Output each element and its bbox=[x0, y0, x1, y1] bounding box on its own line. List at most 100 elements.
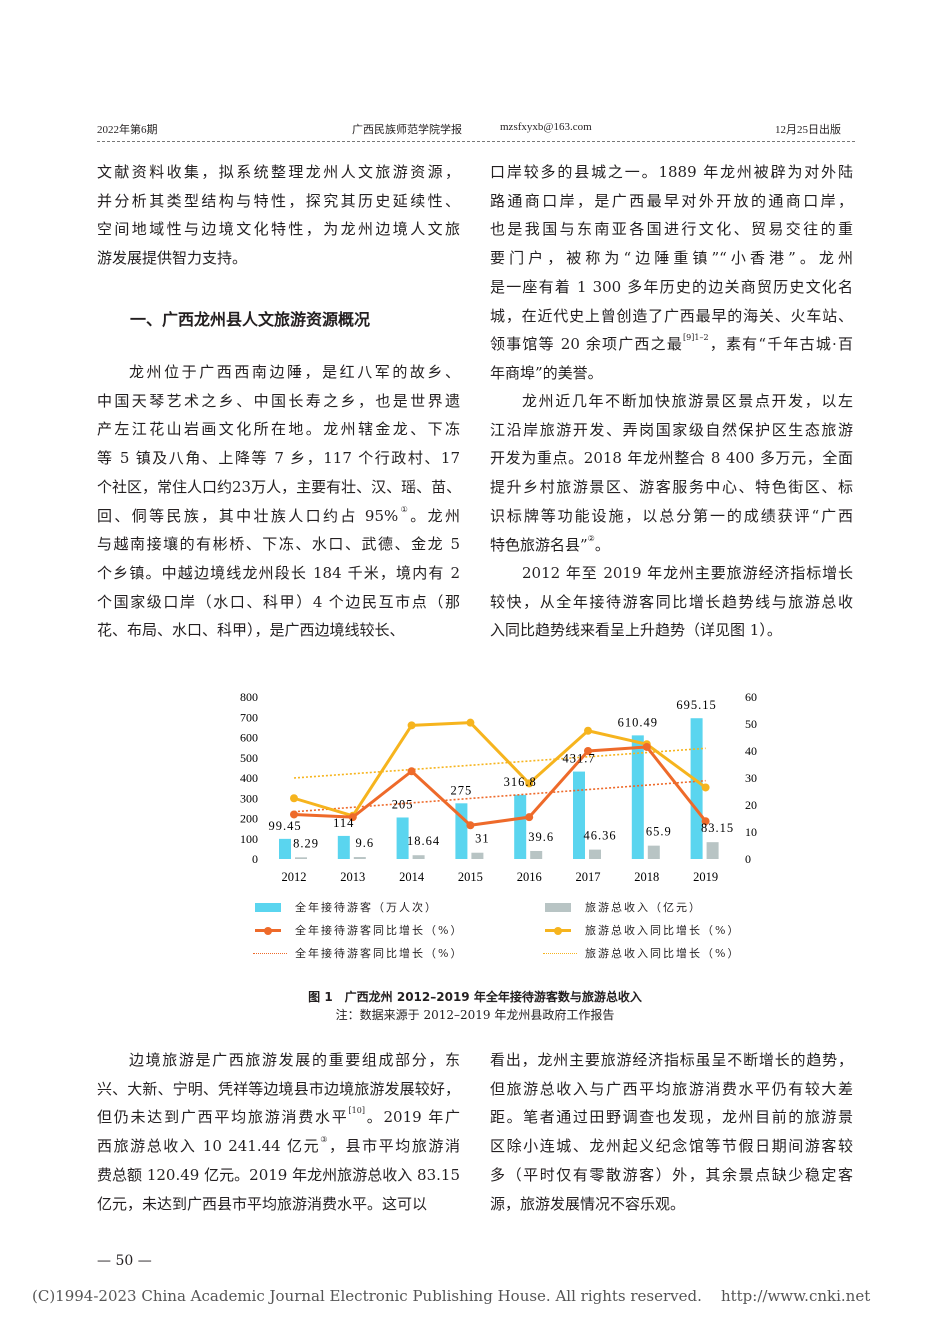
y-right-tick: 0 bbox=[745, 852, 751, 866]
para-development-line: 开发为重点。2018 年龙州整合 8 400 多万元，全面 bbox=[490, 449, 853, 468]
visitor-data-label: 695.15 bbox=[676, 698, 716, 712]
visitor-growth-point bbox=[525, 813, 534, 822]
legend-label: 旅游总收入同比增长（%） bbox=[585, 947, 741, 960]
para-location-line: 产左江花山岩画文化所在地。龙州辖金龙、下冻 bbox=[97, 420, 460, 439]
y-right-tick: 20 bbox=[745, 798, 757, 812]
visitor-data-label: 275 bbox=[451, 783, 473, 797]
copyright-notice: (C)1994-2023 China Academic Journal Elec… bbox=[32, 1287, 871, 1305]
visitor-growth-point bbox=[407, 767, 416, 776]
y-left-tick: 400 bbox=[240, 771, 258, 785]
income-growth-point bbox=[407, 721, 416, 730]
para-conclusion-line: 源，旅游发展情况不容乐观。 bbox=[490, 1194, 686, 1213]
income-growth-trendline bbox=[293, 747, 706, 779]
income-growth-point bbox=[466, 718, 475, 727]
income-data-label: 18.64 bbox=[407, 834, 440, 848]
para-intro-line: 游发展提供智力支持。 bbox=[97, 249, 248, 268]
income-growth-point bbox=[584, 726, 592, 735]
legend-label: 全年接待游客同比增长（%） bbox=[295, 924, 464, 937]
income-data-label: 65.9 bbox=[646, 825, 672, 839]
para-development-line: 提升乡村旅游景区、游客服务中心、特色街区、标 bbox=[490, 478, 853, 497]
legend-swatch-icon bbox=[255, 903, 281, 912]
y-left-tick: 600 bbox=[240, 731, 258, 745]
para-port-line: 是一座有着 1 300 多年历史的边关商贸历史文化名 bbox=[490, 277, 853, 296]
visitor-growth-point bbox=[348, 813, 357, 822]
footnote-ref: ② bbox=[587, 533, 595, 543]
para-port-line: 路通商口岸，是广西最早对外开放的通商口岸， bbox=[490, 191, 853, 210]
income-bar bbox=[647, 845, 660, 859]
legend-swatch-icon bbox=[543, 953, 577, 954]
visitor-bar bbox=[514, 794, 527, 859]
para-development-line: 识标牌等功能设施，以总分第一的成绩获评“广西 bbox=[490, 506, 853, 525]
income-data-label: 83.15 bbox=[701, 821, 734, 835]
visitor-data-label: 99.45 bbox=[268, 819, 301, 833]
legend-label: 旅游总收入（亿元） bbox=[585, 901, 702, 914]
legend-swatch-icon bbox=[255, 926, 281, 935]
visitor-bar bbox=[631, 735, 644, 859]
x-tick-label: 2014 bbox=[399, 870, 425, 884]
legend-swatch-icon bbox=[545, 903, 571, 912]
x-tick-label: 2015 bbox=[458, 870, 483, 884]
para-border-tourism-line: 费总额 120.49 亿元。2019 年龙州旅游总收入 83.15 bbox=[97, 1165, 460, 1184]
legend-label: 全年接待游客（万人次） bbox=[295, 901, 438, 914]
header-email: mzsfxyxb@163.com bbox=[500, 121, 592, 133]
visitor-growth-point bbox=[584, 747, 592, 755]
visitor-bar bbox=[337, 835, 350, 859]
legend-swatch-icon bbox=[545, 926, 571, 935]
y-right-tick: 40 bbox=[745, 744, 757, 758]
para-port-line: 年商埠”的美誉。 bbox=[490, 363, 603, 382]
x-tick-label: 2016 bbox=[517, 870, 542, 884]
income-data-label: 31 bbox=[475, 832, 490, 846]
x-tick-label: 2018 bbox=[634, 870, 659, 884]
para-border-tourism-line: 兴、大新、宁明、凭祥等边境县市边境旅游发展较好， bbox=[97, 1079, 460, 1098]
visitor-growth-point bbox=[466, 821, 475, 830]
para-location-line: 龙州位于广西西南边陲，是红八军的故乡、 bbox=[129, 363, 460, 381]
para-development-line: 龙州近几年不断加快旅游景区景点开发，以左 bbox=[522, 392, 853, 410]
para-intro-line: 空间地域性与边境文化特性，为龙州边境人文旅 bbox=[97, 220, 460, 239]
visitor-bar bbox=[279, 838, 291, 859]
para-location-line: 中国天琴艺术之乡、中国长寿之乡，也是世界遗 bbox=[97, 391, 460, 410]
para-conclusion-line: 看出，龙州主要旅游经济指标虽呈不断增长的趋势， bbox=[490, 1051, 853, 1069]
para-border-tourism-line: 但仍未达到广西平均旅游消费水平[10]。2019 年广 bbox=[97, 1106, 460, 1127]
visitor-bar bbox=[396, 817, 409, 859]
visitor-data-label: 114 bbox=[333, 816, 354, 830]
income-growth-line bbox=[293, 721, 707, 818]
para-location-line: 花、布局、水口、科甲），是广西边境线较长、 bbox=[97, 621, 405, 640]
x-tick-label: 2012 bbox=[282, 870, 307, 884]
page-number: — 50 — bbox=[97, 1253, 152, 1269]
para-port-line: 要门户，被称为“边陲重镇”“小香港”。龙州 bbox=[490, 249, 853, 268]
visitor-bar bbox=[690, 718, 703, 859]
y-left-tick: 0 bbox=[252, 852, 258, 866]
footnote-ref: [10] bbox=[348, 1106, 365, 1116]
visitor-data-label: 431.7 bbox=[562, 752, 595, 766]
y-left-tick: 800 bbox=[240, 690, 258, 704]
y-left-tick: 200 bbox=[240, 812, 258, 826]
income-bar bbox=[412, 855, 425, 859]
para-conclusion-line: 距。笔者通过田野调查也发现，龙州目前的旅游景 bbox=[490, 1108, 853, 1127]
figure-caption: 图 1 广西龙州 2012–2019 年全年接待游客数与旅游总收入 bbox=[308, 990, 642, 1004]
footnote-ref: [9]1–2 bbox=[683, 333, 709, 343]
income-data-label: 46.36 bbox=[583, 829, 616, 843]
y-right-tick: 50 bbox=[745, 717, 757, 731]
para-location-line: 与越南接壤的有彬桥、下冻、水口、武德、金龙 5 bbox=[97, 535, 460, 554]
para-conclusion-line: 区除小连城、龙州起义纪念馆等节假日期间游客较 bbox=[490, 1137, 853, 1156]
para-location-line: 个社区，常住人口约23万人，主要有壮、汉、瑶、苗、 bbox=[97, 477, 462, 496]
income-growth-point bbox=[290, 794, 298, 803]
income-bar bbox=[353, 857, 366, 859]
visitor-growth-point bbox=[290, 810, 298, 819]
y-left-tick: 300 bbox=[240, 791, 258, 805]
income-growth-point bbox=[525, 779, 534, 788]
visitor-bar bbox=[573, 771, 585, 859]
visitor-growth-point bbox=[701, 817, 710, 826]
income-bar bbox=[706, 842, 719, 859]
visitor-data-label: 316.8 bbox=[504, 775, 537, 789]
x-tick-label: 2019 bbox=[693, 870, 718, 884]
header-issue: 2022年第6期 bbox=[97, 124, 158, 136]
legend-label: 旅游总收入同比增长（%） bbox=[585, 924, 741, 937]
header-date: 12月25日出版 bbox=[775, 124, 841, 136]
header-divider bbox=[97, 141, 855, 142]
legend-label: 全年接待游客同比增长（%） bbox=[295, 947, 464, 960]
para-intro-line: 文献资料收集，拟系统整理龙州人文旅游资源， bbox=[97, 163, 460, 181]
para-port-line: 城，在近代史上曾创造了广西最早的海关、火车站、 bbox=[490, 306, 853, 325]
para-development-line: 特色旅游名县”②。 bbox=[490, 533, 610, 554]
